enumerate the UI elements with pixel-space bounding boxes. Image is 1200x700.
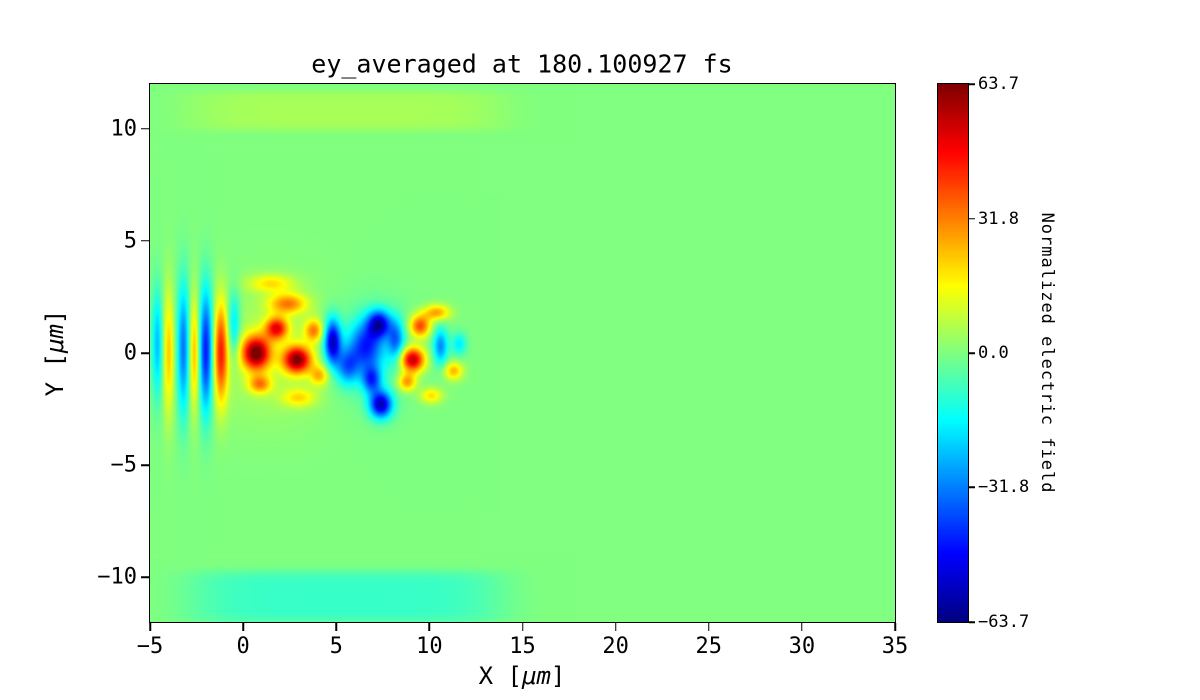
chart-title: ey_averaged at 180.100927 fs (311, 49, 733, 79)
x-axis-label-post: ] (550, 662, 566, 690)
y-tick-label: −5 (110, 452, 138, 478)
x-tick-label: 35 (881, 634, 909, 659)
colorbar-tick-mark (969, 486, 975, 489)
x-tick-label: 15 (509, 634, 536, 659)
x-axis-label-pre: X [ (478, 662, 522, 690)
x-tick-mark (801, 623, 803, 631)
y-tick-mark (141, 576, 149, 578)
y-axis-units: μm (41, 324, 69, 353)
colorbar-tick-mark (969, 217, 975, 220)
y-axis-label: Y [μm] (41, 310, 69, 397)
x-tick-label: 5 (329, 634, 343, 659)
x-tick-mark (894, 623, 896, 631)
y-tick-mark (141, 352, 149, 354)
colorbar-canvas (938, 84, 968, 622)
x-axis-label: X [μm] (479, 662, 566, 690)
colorbar-frame (937, 83, 969, 623)
colorbar-tick-label: −31.8 (978, 477, 1030, 498)
heatmap-canvas (150, 84, 895, 622)
y-tick-label: −10 (97, 564, 137, 590)
x-tick-mark (428, 623, 431, 631)
colorbar-tick-label: 63.7 (978, 74, 1019, 94)
x-tick-label: 10 (416, 634, 443, 659)
x-axis-units: μm (522, 662, 551, 690)
y-tick-label: 0 (123, 340, 137, 366)
y-tick-label: 10 (110, 116, 138, 142)
colorbar-tick-label: 0.0 (978, 343, 1009, 363)
y-axis-label-post: ] (41, 309, 69, 325)
x-tick-label: 20 (602, 634, 629, 659)
y-axis-label-pre: Y [ (41, 353, 69, 397)
x-tick-label: 30 (788, 634, 816, 659)
y-tick-mark (141, 464, 149, 466)
x-tick-mark (521, 623, 524, 631)
x-tick-label: −5 (136, 634, 164, 659)
colorbar-tick-mark (969, 83, 975, 85)
x-tick-label: 25 (695, 634, 723, 659)
colorbar-label: Normalized electric field (1037, 212, 1057, 494)
x-tick-mark (614, 623, 617, 631)
y-tick-label: 5 (123, 228, 137, 254)
x-tick-label: 0 (236, 634, 250, 659)
colorbar-tick-label: 31.8 (978, 208, 1019, 229)
y-tick-mark (141, 240, 149, 242)
x-tick-mark (242, 623, 244, 631)
y-tick-mark (141, 128, 149, 130)
plot-frame (149, 83, 896, 623)
x-tick-mark (335, 623, 337, 631)
colorbar-tick-mark (969, 352, 975, 354)
x-tick-mark (708, 623, 710, 631)
colorbar-tick-label: −63.7 (978, 612, 1030, 632)
colorbar-tick-mark (969, 621, 975, 623)
x-tick-mark (149, 623, 151, 631)
